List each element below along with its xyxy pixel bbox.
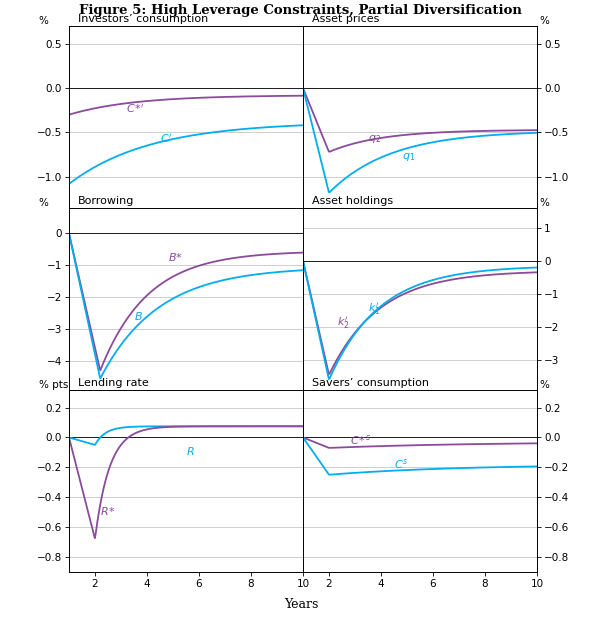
Text: $R\!*$: $R\!*$ [100, 505, 116, 517]
Text: $k_2^{\prime}$: $k_2^{\prime}$ [337, 315, 349, 331]
Text: %: % [539, 198, 549, 208]
Text: Investors’ consumption: Investors’ consumption [79, 14, 209, 23]
Text: $C\!*^s$: $C\!*^s$ [350, 433, 371, 447]
Text: %: % [38, 16, 49, 26]
Text: Asset holdings: Asset holdings [313, 196, 394, 206]
Text: $R$: $R$ [186, 446, 194, 457]
Text: $B$: $B$ [134, 310, 143, 321]
Text: % pts: % pts [38, 379, 68, 390]
Text: Asset prices: Asset prices [313, 14, 380, 23]
Text: $C^s$: $C^s$ [394, 457, 409, 471]
Text: $k_1^{\prime}$: $k_1^{\prime}$ [368, 302, 380, 317]
Text: Years: Years [284, 598, 319, 611]
Text: Figure 5: High Leverage Constraints, Partial Diversification: Figure 5: High Leverage Constraints, Par… [79, 4, 521, 17]
Text: $B\!*$: $B\!*$ [168, 250, 183, 263]
Text: $q_1$: $q_1$ [402, 151, 415, 163]
Text: Savers’ consumption: Savers’ consumption [313, 378, 430, 387]
Text: $q_2$: $q_2$ [368, 133, 381, 145]
Text: %: % [539, 379, 549, 390]
Text: %: % [539, 16, 549, 26]
Text: Lending rate: Lending rate [79, 378, 149, 387]
Text: Borrowing: Borrowing [79, 196, 135, 206]
Text: $C\!*\!^{\prime}$: $C\!*\!^{\prime}$ [126, 102, 145, 115]
Text: $C^{\prime}$: $C^{\prime}$ [160, 132, 173, 145]
Text: %: % [38, 198, 49, 208]
